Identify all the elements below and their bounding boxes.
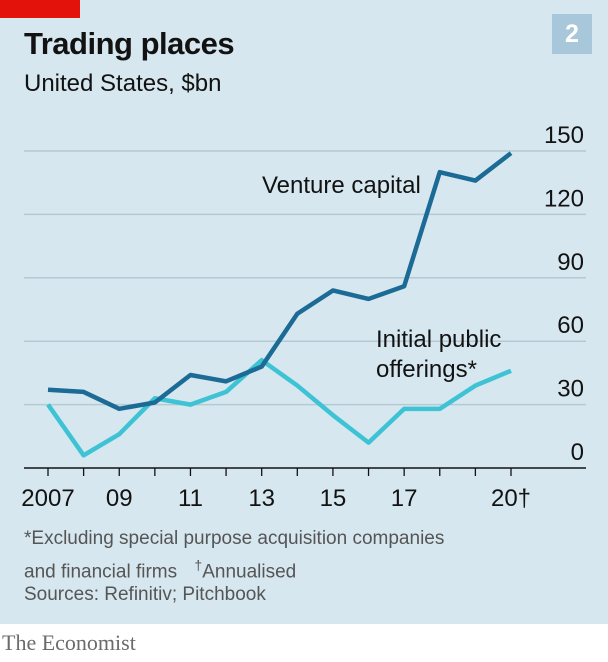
venture-capital-line (47, 151, 513, 412)
footnote-line2-b: Annualised (202, 561, 297, 583)
x-tick-label: 20† (491, 485, 531, 512)
y-tick-label: 60 (557, 312, 584, 339)
y-tick-label: 120 (544, 185, 584, 212)
chart-title: Trading places (24, 26, 235, 61)
line-chart: 0 30 60 90 120 150 2007 09 11 13 15 17 20† Venture … (21, 122, 586, 512)
x-tick-label: 09 (106, 485, 133, 512)
y-tick-label: 0 (571, 439, 584, 466)
series-lines (46, 151, 513, 458)
x-tick-label: 13 (248, 485, 275, 512)
footnote: *Excluding special purpose acquisition c… (24, 526, 444, 585)
x-tick-label: 11 (178, 485, 203, 512)
y-axis-ticks: 0 30 60 90 120 150 (544, 122, 584, 466)
ipo-label-line2: offerings* (376, 356, 477, 383)
chart-number-badge: 2 (552, 14, 592, 54)
dagger-mark: † (194, 557, 203, 573)
y-tick-label: 30 (557, 376, 584, 403)
y-tick-label: 90 (557, 249, 584, 276)
brand-red-tag (0, 0, 80, 18)
gridlines (24, 150, 586, 406)
footnote-line2: and financial firms †Annualised (24, 552, 444, 585)
sources: Sources: Refinitiv; Pitchbook (24, 584, 266, 605)
x-tick-label: 17 (391, 485, 418, 512)
x-axis: 2007 09 11 13 15 17 20† (21, 467, 586, 512)
venture-capital-label: Venture capital (262, 172, 421, 199)
chart-subtitle: United States, $bn (24, 70, 222, 97)
ipo-line (46, 357, 512, 458)
chart-panel: Trading places United States, $bn 2 0 30 6… (0, 0, 608, 624)
footnote-line2-a: and financial firms (24, 561, 178, 583)
x-tick-label: 15 (320, 485, 347, 512)
ipo-label-line1: Initial public (376, 326, 501, 353)
footnote-line1: *Excluding special purpose acquisition c… (24, 528, 445, 549)
economist-logo-text: The Economist (2, 630, 136, 655)
x-tick-label: 2007 (21, 485, 74, 512)
y-tick-label: 150 (544, 122, 584, 149)
